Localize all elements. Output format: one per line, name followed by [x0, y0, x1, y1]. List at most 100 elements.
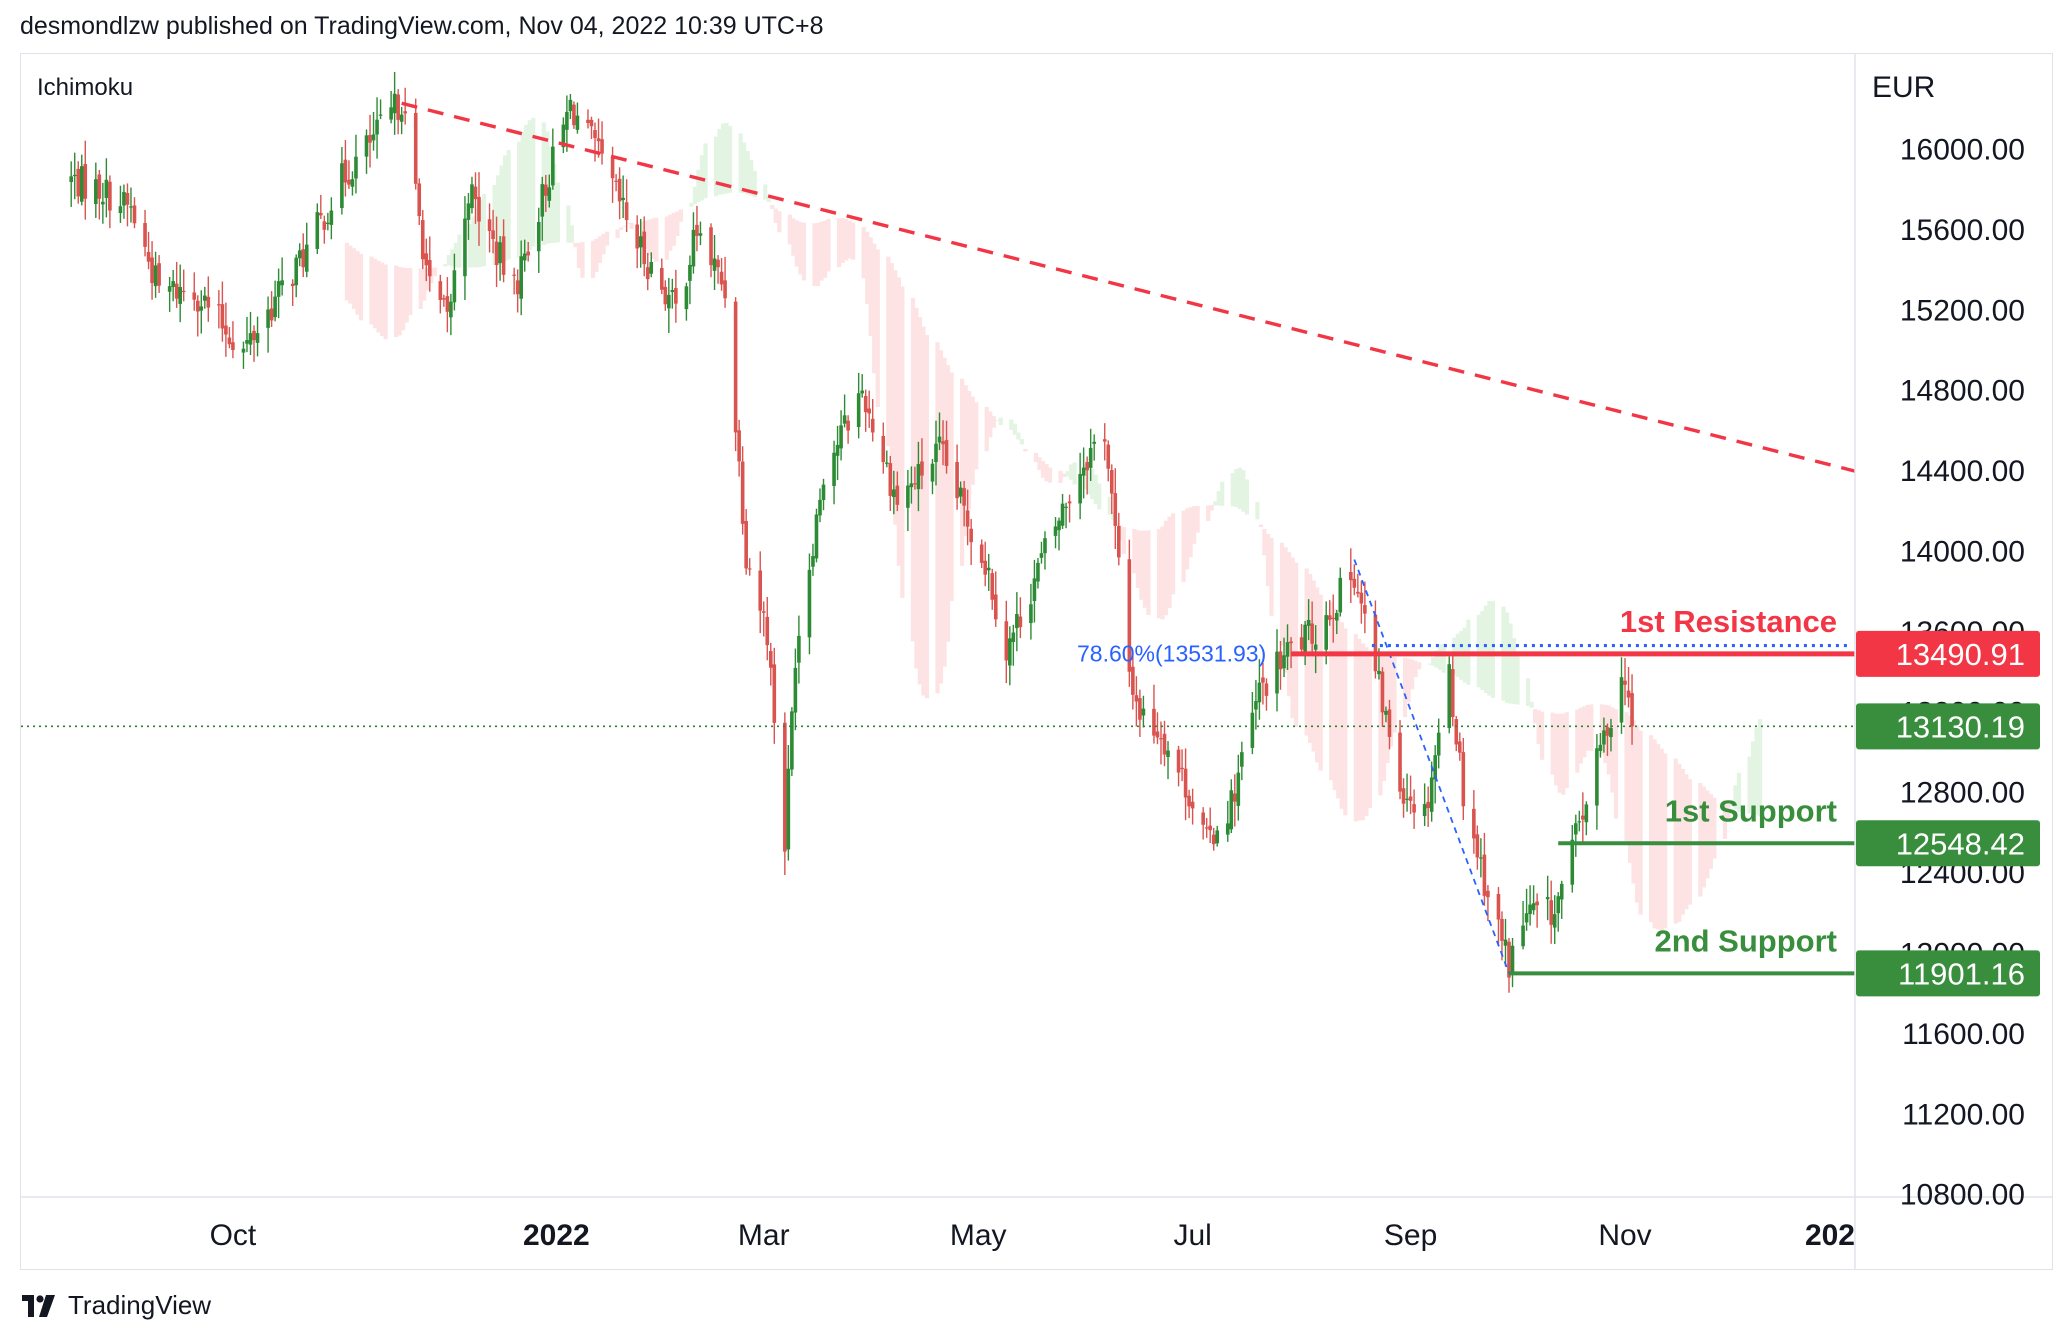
chart-frame[interactable]	[20, 53, 2053, 1270]
footer-brand[interactable]: TradingView	[68, 1290, 212, 1320]
cloud-slice	[1360, 643, 1365, 821]
candle-body	[195, 300, 200, 312]
candle-body	[171, 281, 175, 288]
candle-body	[1159, 738, 1163, 740]
cloud-slice	[763, 184, 768, 200]
cloud-slice	[1487, 601, 1492, 696]
candle-body	[290, 283, 295, 287]
cloud-slice	[819, 221, 824, 281]
candle-body	[1240, 752, 1244, 767]
candle-body	[1454, 719, 1459, 745]
cloud-slice	[1121, 527, 1126, 555]
candle-body	[1162, 733, 1167, 755]
cloud-slice	[379, 262, 385, 337]
cloud-slice	[794, 220, 799, 267]
candle-body	[955, 461, 959, 499]
candle-body	[104, 179, 109, 198]
candle-body	[442, 298, 446, 300]
cloud-slice	[1353, 634, 1358, 822]
cloud-slice	[344, 242, 350, 301]
candle-body	[449, 301, 453, 318]
fibonacci-retracement: 78.60%(13531.93)	[1077, 559, 1851, 974]
cloud-slice	[1146, 530, 1151, 615]
cloud-slice	[1529, 701, 1534, 708]
cloud-slice	[601, 233, 606, 255]
candle-body	[438, 281, 443, 301]
candle-body	[153, 265, 158, 287]
candle-body	[1626, 690, 1631, 698]
candle-body	[1574, 823, 1578, 835]
candle-body	[150, 257, 154, 284]
candle-body	[1187, 795, 1191, 807]
cloud-slice	[1663, 753, 1668, 929]
candle-body	[733, 301, 738, 433]
tradingview-logo-icon[interactable]	[22, 1294, 58, 1317]
candle-body	[965, 510, 970, 527]
candle-body	[445, 296, 450, 312]
cloud-slice	[1037, 457, 1042, 470]
candle-body	[688, 264, 692, 281]
candle-body	[1457, 741, 1462, 753]
candle-body	[132, 205, 137, 224]
cloud-slice	[650, 218, 655, 260]
candle-body	[1141, 708, 1146, 716]
candle-body	[624, 202, 629, 221]
candle-body	[1067, 501, 1072, 504]
candle-body	[326, 222, 330, 224]
candle-body	[1398, 732, 1402, 792]
candle-body	[895, 485, 900, 505]
candle-body	[593, 130, 597, 139]
candle-body	[944, 440, 949, 466]
cloud-slice	[1269, 538, 1274, 616]
candle-body	[1208, 825, 1212, 831]
cloud-slice	[1160, 526, 1165, 620]
candle-body	[343, 159, 348, 183]
candle-body	[146, 251, 151, 262]
candle-body	[181, 290, 186, 293]
cloud-slice	[1230, 472, 1235, 507]
candle-body	[540, 184, 545, 217]
candle-body	[1549, 900, 1553, 925]
cloud-slice	[840, 217, 845, 264]
cloud-slice	[1561, 713, 1566, 795]
candle-body	[543, 184, 548, 196]
candle-body	[793, 667, 798, 713]
candle-body	[1377, 670, 1381, 675]
trendline-dashed[interactable]	[401, 101, 2070, 739]
candle-body	[1117, 526, 1121, 558]
candle-body	[1127, 559, 1132, 672]
cloud-slice	[1638, 730, 1643, 915]
candle-body	[1225, 823, 1230, 835]
candle-body	[129, 206, 133, 208]
cloud-slice	[752, 170, 757, 198]
cloud-slice	[1023, 448, 1028, 452]
cloud-slice	[1016, 432, 1021, 440]
time-tick-label: Mar	[738, 1219, 790, 1252]
candle-body	[487, 219, 492, 232]
support-level-label: 1st Support	[1665, 793, 1837, 828]
candle-body	[1559, 883, 1564, 900]
candle-body	[1507, 941, 1511, 978]
cloud-slice	[474, 207, 480, 268]
candle-body	[1602, 730, 1606, 745]
candle-body	[1176, 749, 1181, 773]
time-tick-label: 2022	[523, 1219, 590, 1252]
cloud-slice	[1722, 800, 1728, 839]
time-tick-label: Oct	[210, 1219, 257, 1252]
cloud-slice	[1012, 423, 1017, 435]
cloud-slice	[1427, 663, 1432, 665]
cloud-slice	[942, 357, 947, 667]
cloud-slice	[1163, 520, 1169, 616]
cloud-slice	[418, 268, 423, 309]
cloud-slice	[492, 184, 497, 266]
candle-body	[856, 393, 861, 428]
candle-body	[565, 111, 569, 130]
cloud-slice	[917, 317, 923, 685]
cloud-slice	[1364, 647, 1369, 817]
price-tick-label: 16000.00	[1900, 134, 2025, 167]
price-tick-label: 14800.00	[1900, 375, 2025, 408]
candle-body	[1605, 727, 1610, 736]
candle-body	[561, 124, 566, 148]
candle-body	[1152, 708, 1156, 736]
